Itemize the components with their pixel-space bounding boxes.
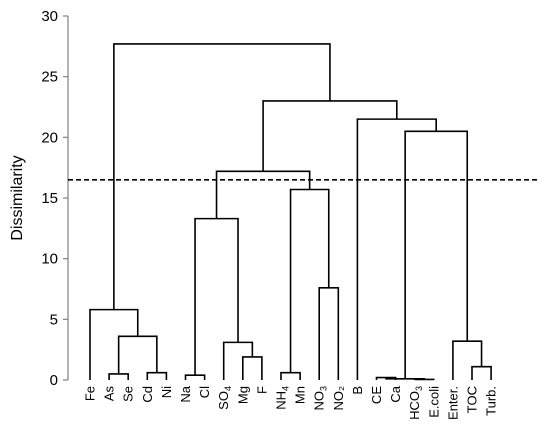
merge-link-15 (471, 365, 492, 380)
y-tick-label: 5 (50, 311, 58, 328)
leaf-label-ce: CE (369, 386, 384, 404)
leaf-label-fe: Fe (83, 386, 98, 401)
y-axis-title: Dissimilarity (9, 155, 26, 240)
merge-link-16 (452, 340, 483, 380)
y-tick-label: 10 (41, 251, 58, 268)
merge-link-9 (318, 286, 340, 380)
y-tick-label: 30 (41, 8, 58, 25)
leaf-label-as: As (102, 386, 117, 402)
merge-link-1 (146, 371, 168, 380)
merge-link-6 (222, 341, 254, 380)
y-tick-label: 20 (41, 129, 58, 146)
y-tick-label: 25 (41, 69, 58, 86)
leaf-label-se: Se (121, 386, 136, 402)
leaf-label-f: F (254, 386, 269, 394)
merge-link-17 (404, 130, 469, 379)
leaf-label-hco3: HCO3 (407, 386, 424, 420)
merge-link-2 (117, 335, 158, 374)
merge-link-10 (289, 188, 330, 373)
leaf-label-turb: Turb. (484, 386, 499, 416)
leaf-label-b: B (350, 386, 365, 395)
merge-link-4 (184, 374, 206, 380)
merge-link-11 (215, 170, 311, 219)
leaf-label-cl: Cl (197, 386, 212, 398)
merge-link-20 (113, 43, 331, 310)
leaf-label-nh4: NH4 (274, 386, 291, 410)
merge-link-7 (194, 217, 239, 376)
leaf-labels: Fe As Se Cd Ni Na Cl SO4 Mg F NH4 Mn NO3 NO₂ B CE Ca HCO3… (83, 385, 499, 420)
leaf-label-no3: NO3 (312, 386, 329, 411)
merge-link-8 (280, 371, 301, 380)
merge-link-19 (262, 100, 398, 172)
leaf-label-enter: Enter. (445, 386, 460, 420)
leaf-label-mg: Mg (235, 386, 250, 404)
merge-link-5 (242, 356, 263, 380)
leaf-label-ca: Ca (388, 385, 403, 402)
merge-link-18 (356, 118, 437, 380)
leaf-label-mn: Mn (293, 386, 308, 404)
leaf-label-na: Na (178, 385, 193, 402)
leaf-label-ecoli: E.coli (426, 386, 441, 418)
merge-link-3 (89, 308, 139, 380)
leaf-label-ni: Ni (159, 386, 174, 398)
leaf-label-toc: TOC (465, 386, 480, 413)
merge-link-14 (385, 377, 426, 380)
y-tick-label: 0 (50, 372, 58, 389)
merge-link-0 (108, 373, 129, 380)
y-axis: 0 5 10 15 20 25 30 (41, 8, 69, 389)
leaf-label-so4: SO4 (216, 386, 233, 410)
leaf-label-cd: Cd (140, 386, 155, 403)
leaf-label-no2: NO₂ (331, 386, 346, 411)
y-tick-label: 15 (41, 190, 58, 207)
dendrogram-links (89, 43, 492, 381)
